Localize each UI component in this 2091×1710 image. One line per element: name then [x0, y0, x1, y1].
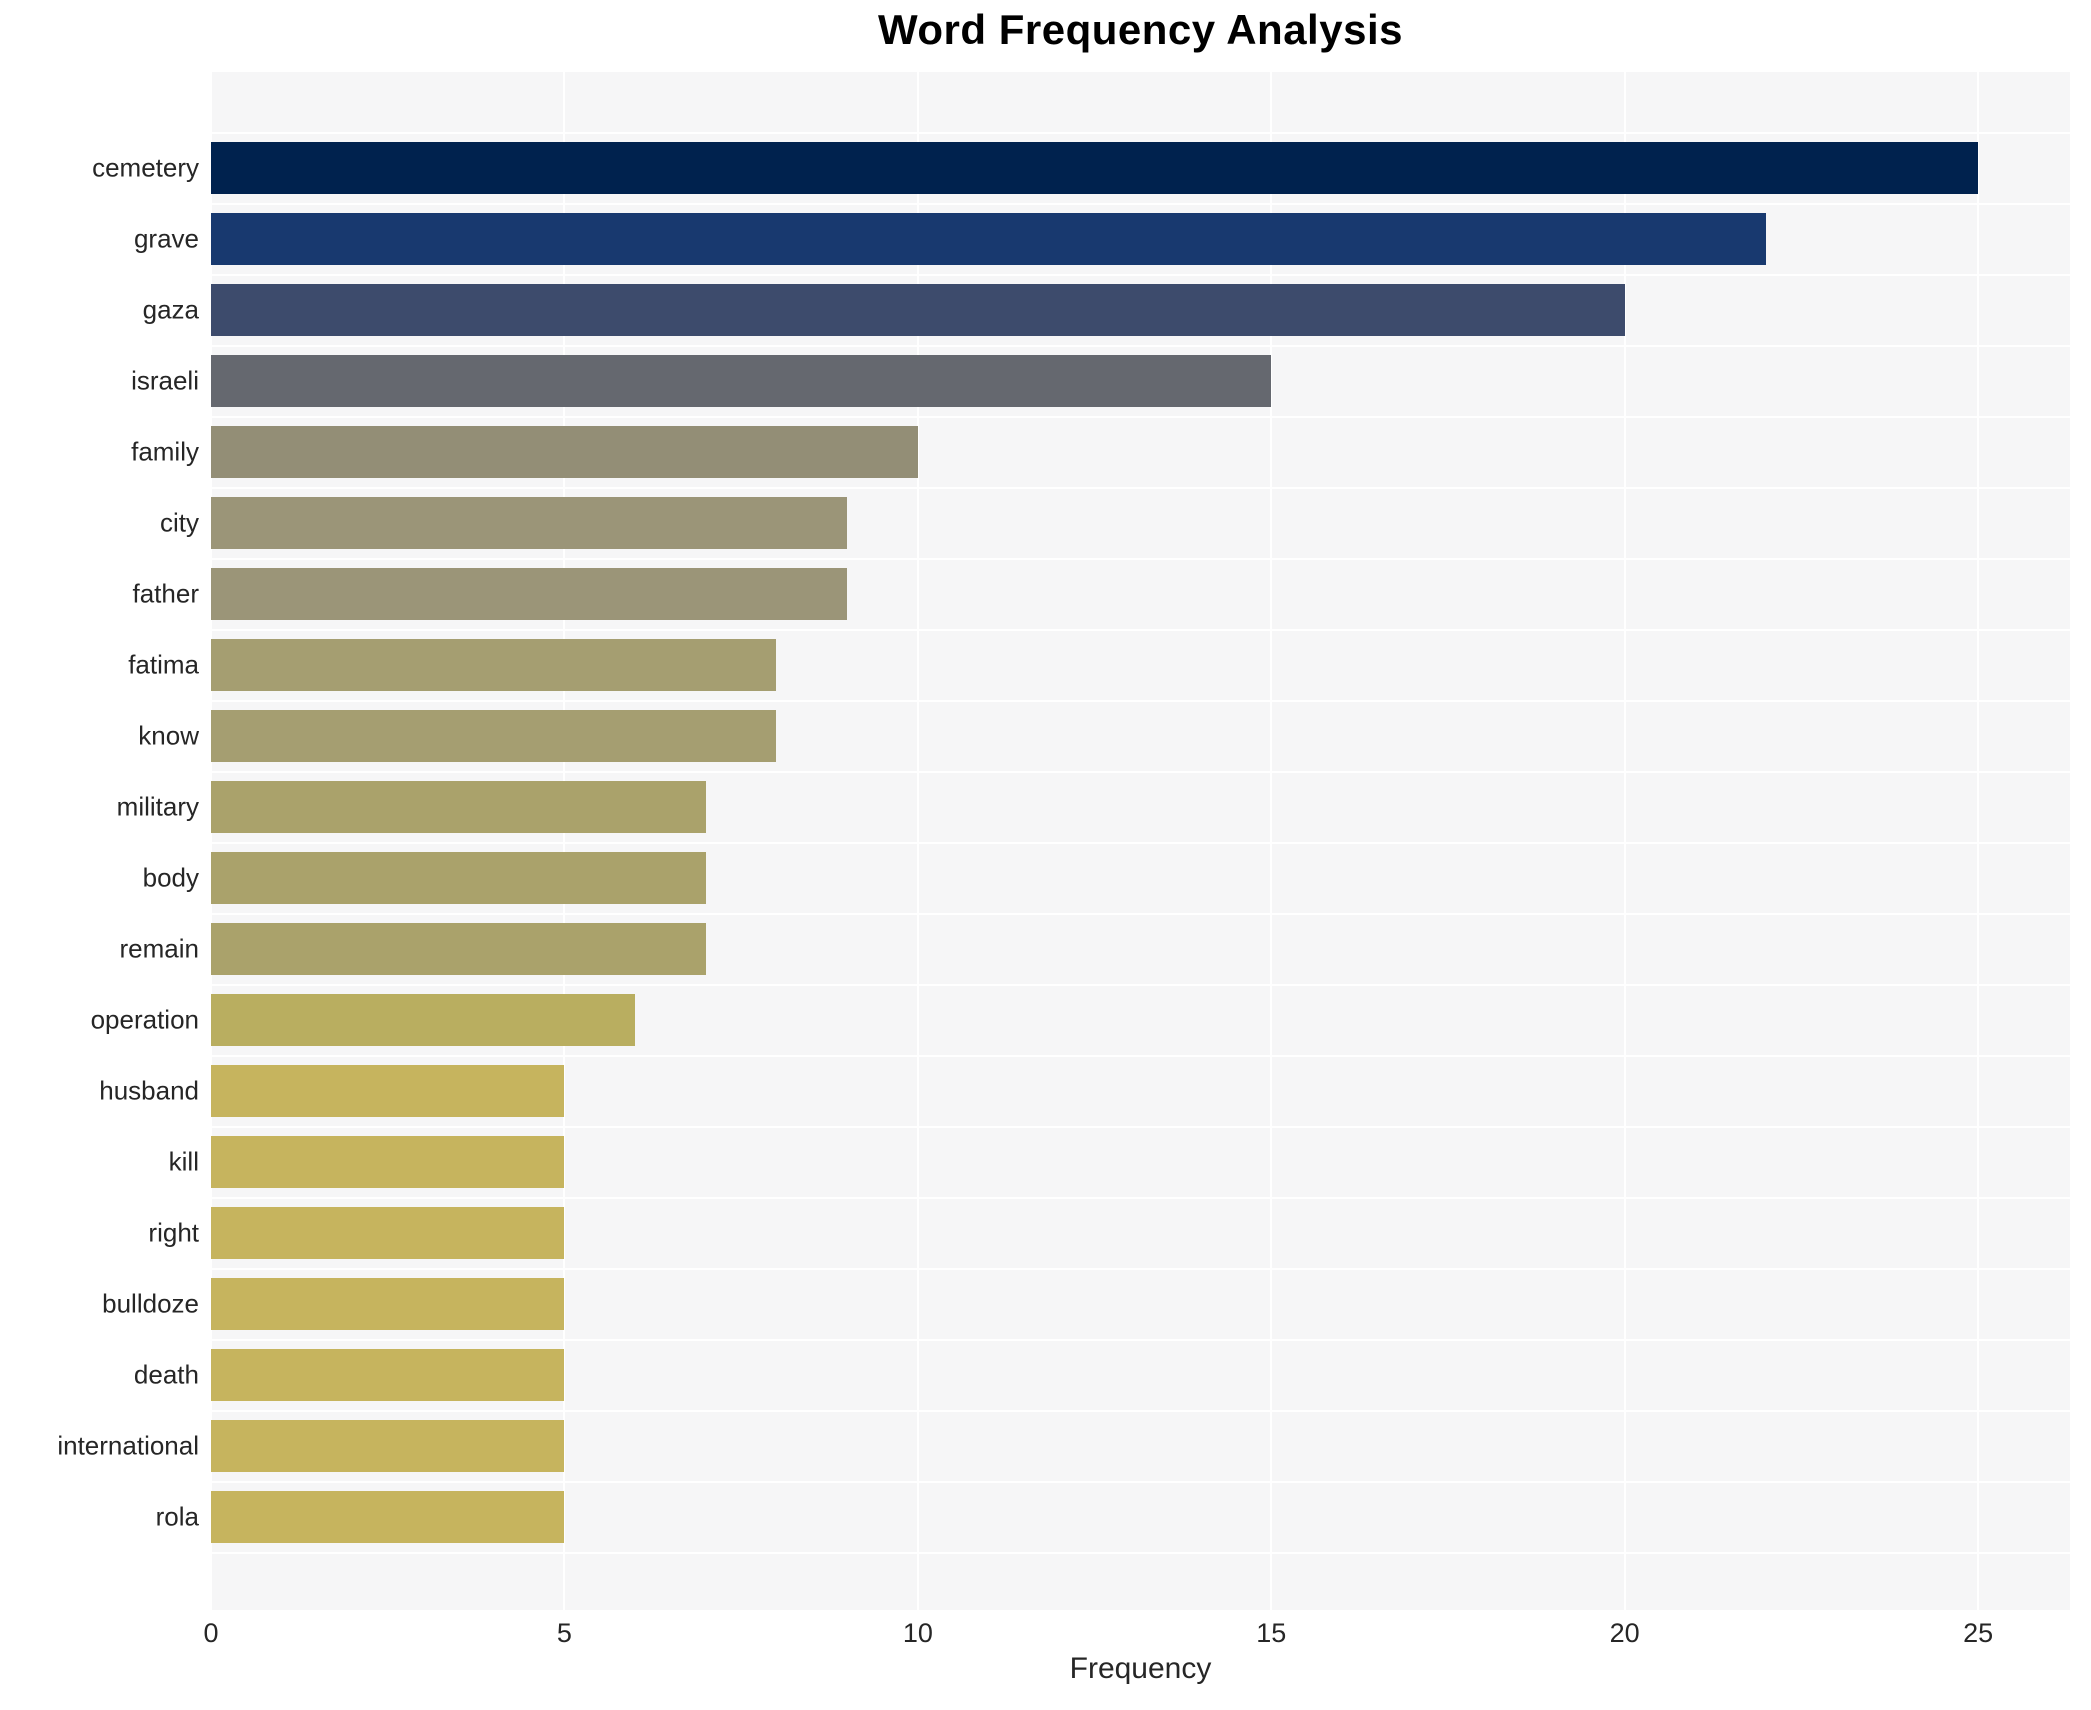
category-label-bulldoze: bulldoze [102, 1288, 199, 1319]
bar-family [211, 426, 918, 478]
category-label-grave: grave [133, 223, 199, 254]
y-gridline [211, 557, 2070, 560]
y-gridline [211, 131, 2070, 134]
category-label-know: know [138, 720, 199, 751]
y-gridline [211, 1409, 2070, 1412]
bar-kill [211, 1136, 565, 1188]
x-tick-label: 25 [1963, 1618, 1994, 1648]
bar-death [211, 1349, 565, 1401]
category-label-body: body [142, 862, 199, 893]
x-gridline [1977, 72, 1980, 1610]
x-axis-label: Frequency [1069, 1652, 1212, 1685]
y-gridline [211, 912, 2070, 915]
y-gridline [211, 202, 2070, 205]
y-gridline [211, 983, 2070, 986]
bar-father [211, 568, 848, 620]
bar-international [211, 1420, 565, 1472]
category-label-death: death [133, 1359, 199, 1390]
x-tick-label: 0 [203, 1618, 219, 1648]
x-gridline [1270, 72, 1273, 1610]
category-label-israeli: israeli [131, 365, 199, 396]
category-label-gaza: gaza [142, 294, 199, 325]
bar-remain [211, 923, 706, 975]
category-label-operation: operation [90, 1004, 199, 1035]
category-label-cemetery: cemetery [92, 152, 199, 183]
y-gridline [211, 344, 2070, 347]
y-gridline [211, 273, 2070, 276]
category-label-rola: rola [155, 1501, 199, 1532]
y-gridline [211, 1338, 2070, 1341]
x-gridline [210, 72, 212, 1610]
bar-operation [211, 994, 636, 1046]
x-tick-label: 15 [1256, 1618, 1287, 1648]
y-gridline [211, 1267, 2070, 1270]
category-label-international: international [57, 1430, 199, 1461]
x-gridline [563, 72, 566, 1610]
bar-bulldoze [211, 1278, 565, 1330]
bar-city [211, 497, 848, 549]
category-label-husband: husband [99, 1075, 199, 1106]
x-gridline [1623, 72, 1626, 1610]
bar-israeli [211, 355, 1272, 407]
category-label-city: city [160, 507, 199, 538]
category-label-fatima: fatima [128, 649, 199, 680]
y-gridline [211, 415, 2070, 418]
x-tick-label: 20 [1609, 1618, 1640, 1648]
y-gridline [211, 486, 2070, 489]
y-gridline [211, 628, 2070, 631]
x-tick-label: 5 [556, 1618, 572, 1648]
category-label-family: family [131, 436, 199, 467]
y-gridline [211, 1551, 2070, 1554]
bar-know [211, 710, 777, 762]
bar-rola [211, 1491, 565, 1543]
bar-gaza [211, 284, 1625, 336]
y-gridline [211, 770, 2070, 773]
chart-title: Word Frequency Analysis [878, 6, 1403, 53]
x-gridline [916, 72, 919, 1610]
bar-right [211, 1207, 565, 1259]
bar-husband [211, 1065, 565, 1117]
bar-fatima [211, 639, 777, 691]
y-gridline [211, 1054, 2070, 1057]
x-tick-label: 10 [902, 1618, 933, 1648]
y-gridline [211, 841, 2070, 844]
bar-cemetery [211, 142, 1979, 194]
bar-military [211, 781, 706, 833]
category-label-right: right [148, 1217, 199, 1248]
bar-grave [211, 213, 1767, 265]
category-label-military: military [116, 791, 199, 822]
y-gridline [211, 699, 2070, 702]
plot-area [210, 72, 2070, 1610]
category-label-father: father [132, 578, 200, 609]
category-label-remain: remain [119, 933, 199, 964]
y-gridline [211, 1196, 2070, 1199]
bar-body [211, 852, 706, 904]
category-label-kill: kill [168, 1146, 199, 1177]
y-gridline [211, 1125, 2070, 1128]
y-gridline [211, 1480, 2070, 1483]
